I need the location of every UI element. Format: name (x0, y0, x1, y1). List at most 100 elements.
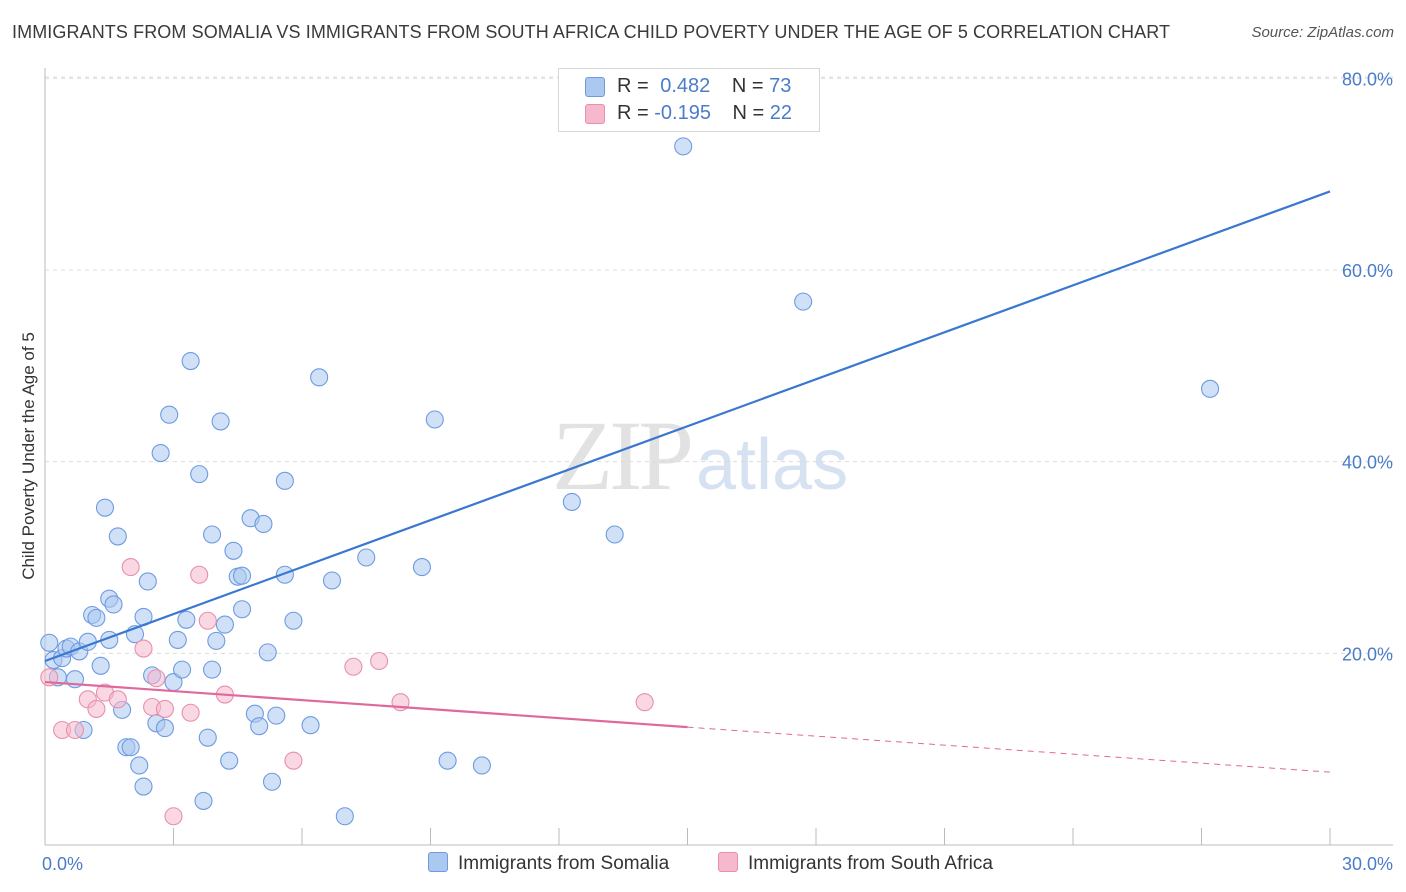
point-somalia (207, 631, 226, 650)
point-south-africa (344, 657, 363, 676)
watermark-atlas: atlas (696, 425, 849, 505)
point-south-africa (284, 751, 303, 770)
point-somalia (104, 595, 123, 614)
watermark: ZIPatlas (552, 398, 848, 513)
point-south-africa (147, 669, 166, 688)
point-somalia (87, 608, 106, 627)
bottom-legend-somalia: Immigrants from Somalia (428, 852, 669, 875)
point-somalia (301, 716, 320, 735)
point-somalia (203, 525, 222, 544)
point-south-africa (121, 558, 140, 577)
point-somalia (160, 405, 179, 424)
point-somalia (232, 600, 252, 619)
bottom-legend-south-africa: Immigrants from South Africa (718, 852, 993, 875)
grid-lines (45, 76, 1393, 654)
point-somalia (412, 558, 431, 577)
legend-n-label: N = (731, 75, 770, 97)
point-somalia (121, 738, 140, 757)
trend-lines (44, 190, 1331, 773)
point-somalia (134, 777, 153, 796)
chart-title: IMMIGRANTS FROM SOMALIA VS IMMIGRANTS FR… (12, 22, 1171, 42)
point-somalia (168, 630, 187, 649)
point-somalia (1201, 379, 1220, 398)
point-somalia (40, 633, 59, 652)
bottom-legend-swatch-south-africa (718, 852, 738, 872)
point-south-africa (198, 611, 217, 630)
bottom-legend-label-south-africa: Immigrants from South Africa (748, 853, 993, 874)
point-somalia (425, 410, 444, 429)
tick-labels: 20.0% 40.0% 60.0% 80.0% 0.0% 30.0% (42, 69, 1393, 874)
legend-swatch-south-africa (585, 104, 605, 124)
point-somalia (284, 611, 303, 630)
point-somalia (794, 292, 813, 311)
point-somalia (262, 772, 282, 791)
point-somalia (250, 717, 269, 736)
trend-line-somalia (44, 190, 1331, 663)
point-somalia (190, 465, 209, 484)
point-somalia (224, 541, 243, 560)
correlation-legend: R = 0.482 N = 73 R = -0.195 N = 22 (558, 68, 820, 132)
legend-r-value: -0.195 (654, 102, 711, 124)
y-tick-label: 80.0% (1342, 69, 1393, 89)
point-somalia (438, 751, 457, 770)
legend-r-value: 0.482 (660, 75, 711, 97)
legend-r-label: R = (617, 75, 655, 97)
x-tick-label: 30.0% (1342, 854, 1393, 874)
point-somalia (472, 756, 491, 775)
point-south-africa (155, 699, 174, 718)
point-somalia (138, 572, 157, 591)
legend-n-value: 73 (769, 75, 792, 97)
point-south-africa (190, 565, 209, 584)
point-somalia (151, 443, 170, 463)
legend-swatch-somalia (585, 77, 605, 97)
point-somalia (254, 514, 273, 534)
point-somalia (211, 412, 230, 431)
point-somalia (215, 615, 234, 634)
point-south-africa (65, 720, 85, 740)
point-somalia (194, 791, 213, 810)
point-somalia (108, 527, 127, 546)
point-somalia (155, 719, 174, 738)
point-somalia (674, 137, 693, 156)
axes (44, 68, 1393, 846)
point-south-africa (181, 703, 200, 722)
bottom-legend-swatch-somalia (428, 852, 448, 872)
point-somalia (177, 610, 196, 629)
x-tick-label: 0.0% (42, 854, 83, 874)
point-somalia (310, 368, 329, 387)
point-somalia (91, 656, 110, 675)
series-south-africa (40, 558, 654, 826)
series-somalia (40, 137, 1220, 826)
point-somalia (95, 498, 115, 517)
point-somalia (258, 643, 277, 662)
point-south-africa (164, 807, 183, 826)
point-somalia (232, 566, 252, 585)
point-somalia (181, 351, 200, 371)
point-somalia (335, 807, 354, 826)
watermark-zip: ZIP (552, 400, 694, 511)
chart-source: Source: ZipAtlas.com (1251, 24, 1394, 41)
point-somalia (275, 565, 294, 584)
legend-n-label: N = (732, 102, 770, 124)
legend-n-value: 22 (769, 102, 793, 124)
y-tick-label: 60.0% (1342, 261, 1393, 281)
trend-line-south-africa-extension (687, 726, 1331, 773)
point-south-africa (40, 668, 59, 687)
point-somalia (267, 706, 286, 725)
y-tick-label: 40.0% (1342, 453, 1393, 473)
point-somalia (275, 471, 294, 490)
point-somalia (173, 660, 192, 679)
point-somalia (605, 525, 624, 544)
point-somalia (220, 751, 239, 770)
point-somalia (562, 492, 581, 511)
point-somalia (203, 660, 222, 679)
legend-r-label: R = (617, 102, 655, 124)
point-south-africa (87, 699, 106, 718)
point-south-africa (134, 639, 153, 658)
point-south-africa (108, 690, 127, 709)
point-somalia (130, 756, 149, 775)
point-somalia (322, 571, 342, 590)
trend-line-south-africa (44, 680, 688, 729)
point-south-africa (635, 693, 654, 712)
